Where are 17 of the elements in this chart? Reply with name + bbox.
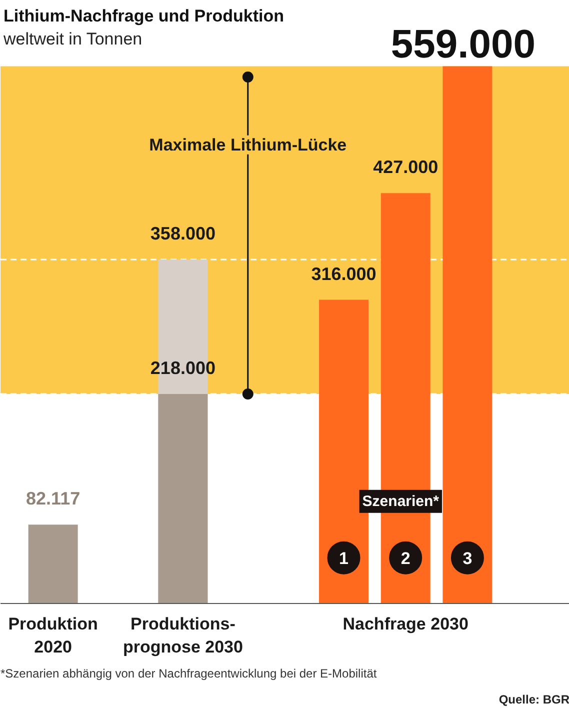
annotation: Szenarien* bbox=[362, 492, 440, 510]
data-label: 427.000 bbox=[373, 157, 438, 178]
annotation: 1 bbox=[339, 548, 348, 568]
source-note: Quelle: BGR bbox=[498, 692, 569, 706]
text: *Szenarien abhängig von der Nachfrageentwicklung bei der E-Mobilität bbox=[0, 666, 378, 680]
annotation: 3 bbox=[462, 548, 472, 568]
chart-subtitle: weltweit in Tonnen bbox=[2, 30, 142, 48]
x-tick-label: Nachfrage 2030 bbox=[342, 614, 468, 634]
data-label: 316.000 bbox=[311, 264, 376, 284]
x-tick-label: Produktion 2020 bbox=[8, 614, 98, 656]
chart-title: Lithium-Nachfrage und Produktion bbox=[4, 6, 284, 26]
data-label: 559.000 bbox=[390, 22, 536, 66]
data-label: 82.117 bbox=[26, 488, 80, 509]
band-label: Maximale Lithium-Lücke bbox=[149, 135, 347, 154]
annotation: 2 bbox=[400, 548, 410, 568]
data-label: 358.000 bbox=[150, 223, 216, 244]
x-tick-label: Produktions- prognose 2030 bbox=[122, 614, 243, 656]
